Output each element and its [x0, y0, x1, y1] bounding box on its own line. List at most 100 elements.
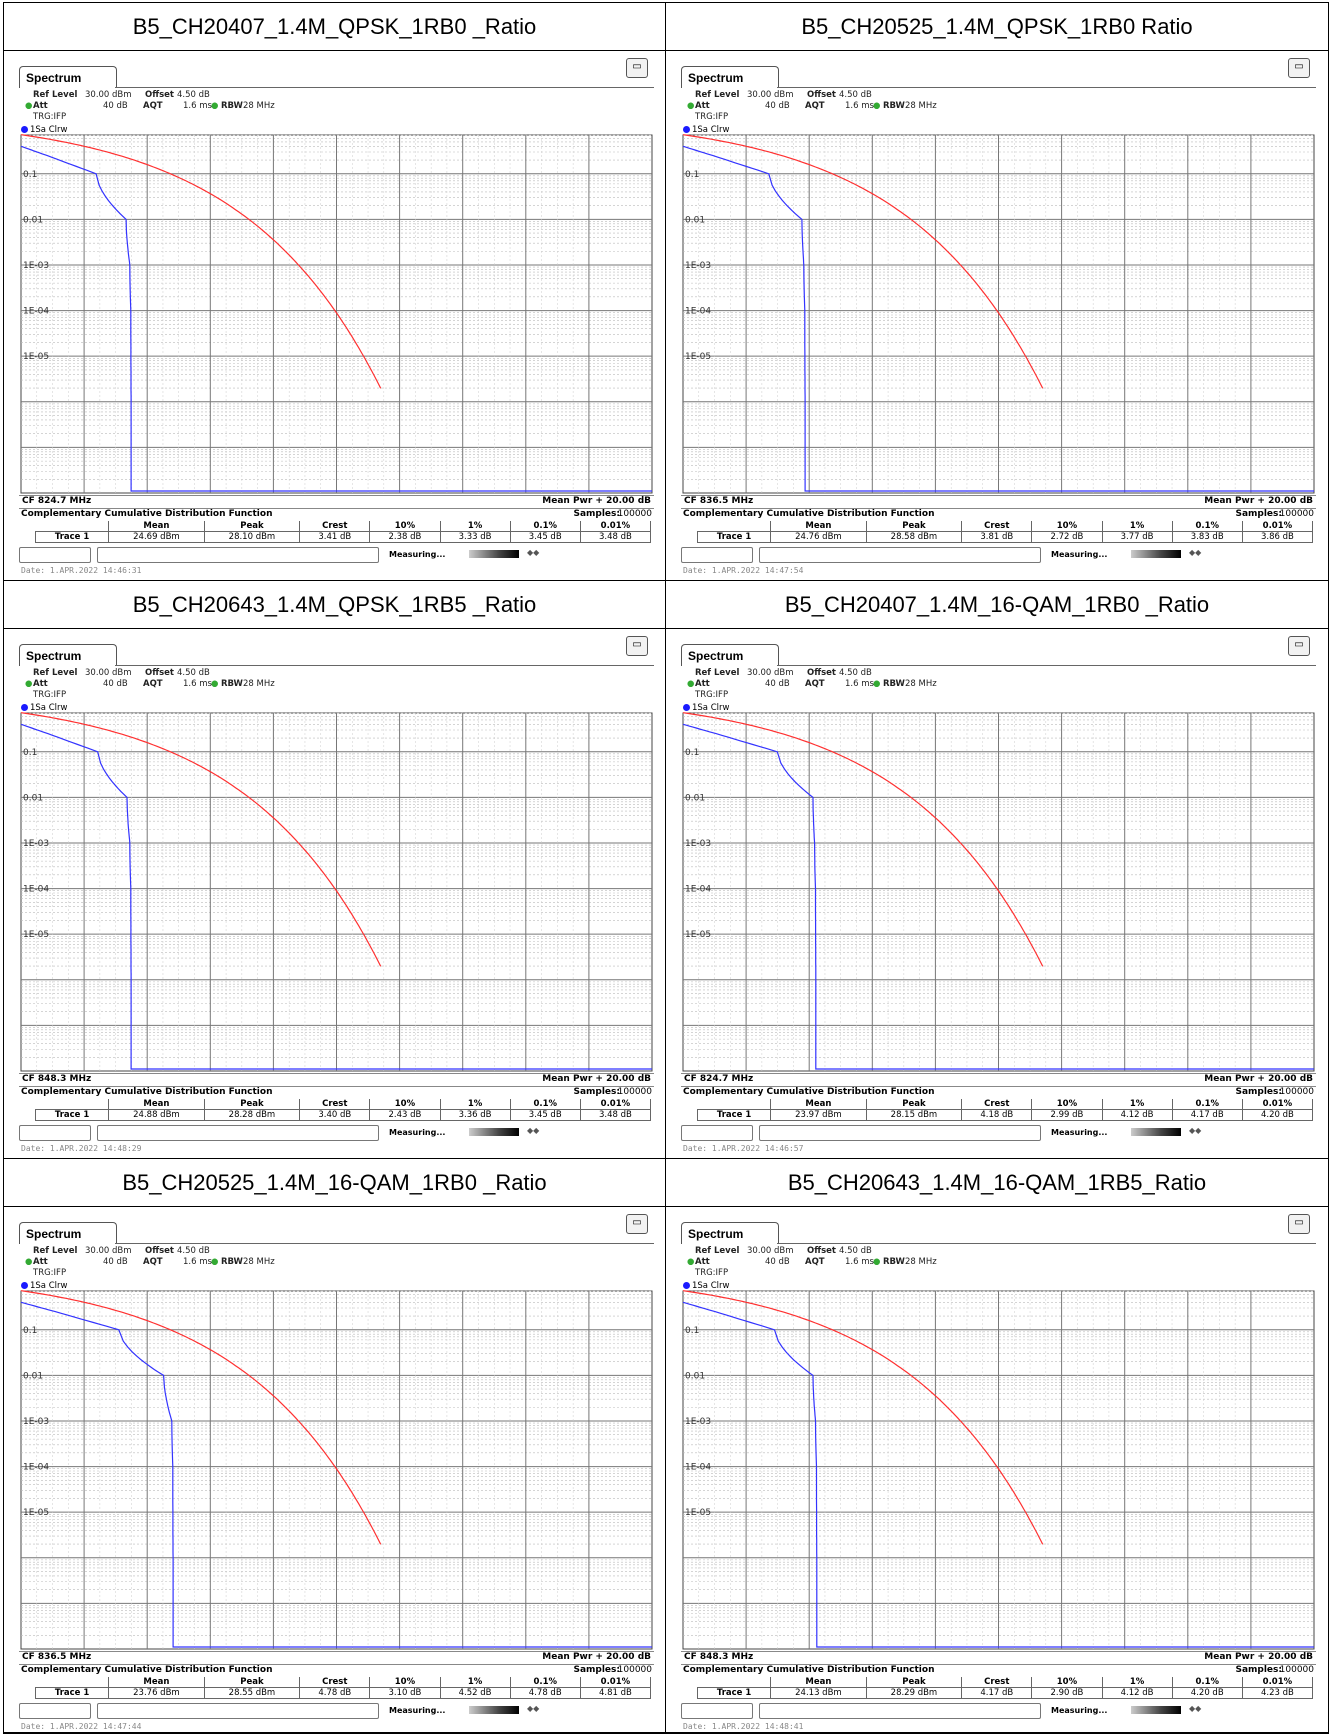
timestamp: Date: 1.APR.2022 14:46:31 — [21, 566, 142, 575]
stats-value: 2.99 dB — [1031, 1109, 1103, 1121]
status-bar: Measuring... ◆◆ — [19, 1125, 654, 1141]
center-frequency: CF 824.7 MHz — [22, 496, 92, 506]
status-bar: Measuring... ◆◆ — [681, 1703, 1316, 1719]
display-config-icon[interactable]: ▭ — [1288, 58, 1310, 78]
status-field — [681, 547, 753, 563]
stats-col-header: 0.1% — [509, 1677, 581, 1688]
reference-gaussian-trace — [682, 712, 1044, 967]
stats-value: 4.12 dB — [1101, 1109, 1173, 1121]
y-tick-label: 1E-04 — [23, 885, 49, 895]
stats-col-header: 0.01% — [579, 1099, 652, 1110]
stats-value: 4.20 dB — [1171, 1687, 1243, 1699]
stats-value: 4.23 dB — [1241, 1687, 1314, 1699]
stats-value: 3.45 dB — [509, 531, 581, 543]
trace-label: 1Sa Clrw — [683, 1281, 729, 1291]
plot-footer: CF 848.3 MHz Mean Pwr + 20.00 dB — [681, 1651, 1316, 1665]
spectrum-tab[interactable]: Spectrum — [19, 66, 117, 88]
ref-status-icon: ◆◆ — [527, 548, 540, 557]
stats-col-header: Peak — [203, 1677, 301, 1688]
stats-col-header: 1% — [439, 1677, 511, 1688]
stats-value: 4.78 dB — [509, 1687, 581, 1699]
status-field — [19, 1703, 91, 1719]
ccdf-stats-table: Mean Peak Crest 10% 1% 0.1% 0.01% Trace 1 24.76… — [696, 521, 1314, 543]
y-tick-label: 1E-03 — [685, 839, 711, 849]
spectrum-tab[interactable]: Spectrum — [19, 1222, 117, 1244]
trace-label: 1Sa Clrw — [21, 1281, 67, 1291]
progress-bar — [469, 1706, 519, 1714]
trace-label: 1Sa Clrw — [683, 703, 729, 713]
stats-value: 2.43 dB — [369, 1109, 441, 1121]
stats-col-header: Mean — [108, 1099, 205, 1110]
spectrum-panel: Spectrum ▭ Ref Level 30.00 dBm Offset 4.… — [681, 1214, 1316, 1731]
stats-value: 2.38 dB — [369, 531, 441, 543]
y-tick-label: 1E-03 — [23, 839, 49, 849]
chart-cell: Spectrum ▭ Ref Level 30.00 dBm Offset 4.… — [666, 1207, 1328, 1733]
stats-col-header: Peak — [865, 1677, 963, 1688]
y-tick-label: 1E-04 — [23, 1463, 49, 1473]
stats-col-header: Peak — [203, 521, 301, 532]
y-tick-label: 0.01 — [23, 1371, 43, 1381]
measured-ccdf-trace — [682, 723, 1314, 1070]
chart-title: B5_CH20407_1.4M_16-QAM_1RB0 _Ratio — [666, 581, 1328, 629]
ccdf-plot: 0.1 0.01 1E-03 1E-04 1E-05 — [20, 712, 653, 1072]
spectrum-tab[interactable]: Spectrum — [681, 1222, 779, 1244]
results-grid: B5_CH20407_1.4M_QPSK_1RB0 _Ratio B5_CH205… — [3, 2, 1329, 1734]
reference-gaussian-trace — [682, 134, 1044, 389]
y-tick-label: 0.01 — [685, 215, 705, 225]
stats-value: 3.48 dB — [579, 1109, 652, 1121]
stats-col-header: Crest — [961, 521, 1033, 532]
trace-label: 1Sa Clrw — [21, 125, 67, 135]
ccdf-stats-table: Mean Peak Crest 10% 1% 0.1% 0.01% Trace 1 23.97… — [696, 1099, 1314, 1121]
ccdf-stats-table: Mean Peak Crest 10% 1% 0.1% 0.01% Trace 1 24.69… — [34, 521, 652, 543]
y-tick-label: 1E-03 — [23, 261, 49, 271]
chart-cell: Spectrum ▭ Ref Level 30.00 dBm Offset 4.… — [4, 629, 666, 1159]
stats-col-header: 10% — [369, 1099, 441, 1110]
y-tick-label: 1E-05 — [23, 352, 49, 362]
y-tick-label: 1E-04 — [685, 307, 711, 317]
chart-cell: Spectrum ▭ Ref Level 30.00 dBm Offset 4.… — [4, 1207, 666, 1733]
spectrum-tab[interactable]: Spectrum — [19, 644, 117, 666]
spectrum-tab[interactable]: Spectrum — [681, 66, 779, 88]
stats-value: 23.97 dBm — [770, 1109, 867, 1121]
reference-gaussian-trace — [20, 134, 382, 389]
stats-col-header: 1% — [1101, 521, 1173, 532]
chart-title: B5_CH20643_1.4M_QPSK_1RB5 _Ratio — [4, 581, 666, 629]
ref-status-icon: ◆◆ — [527, 1126, 540, 1135]
stats-value: 4.52 dB — [439, 1687, 511, 1699]
stats-col-header: 0.01% — [579, 521, 652, 532]
center-frequency: CF 824.7 MHz — [684, 1074, 754, 1084]
ccdf-stats-table: Mean Peak Crest 10% 1% 0.1% 0.01% Trace 1 24.88… — [34, 1099, 652, 1121]
stats-value: 4.17 dB — [961, 1687, 1033, 1699]
stats-col-header: 1% — [439, 1099, 511, 1110]
stats-value: 24.69 dBm — [108, 531, 205, 543]
stats-value: 3.41 dB — [299, 531, 371, 543]
y-tick-label: 0.1 — [23, 748, 37, 758]
y-tick-label: 1E-04 — [685, 1463, 711, 1473]
display-config-icon[interactable]: ▭ — [1288, 1214, 1310, 1234]
stats-col-header: 0.01% — [1241, 521, 1314, 532]
plot-footer: CF 824.7 MHz Mean Pwr + 20.00 dB — [681, 1073, 1316, 1087]
display-config-icon[interactable]: ▭ — [1288, 636, 1310, 656]
message-field — [759, 1125, 1041, 1141]
stats-value: 28.10 dBm — [203, 531, 301, 543]
center-frequency: CF 836.5 MHz — [22, 1652, 92, 1662]
stats-value: 24.88 dBm — [108, 1109, 205, 1121]
stats-value: 4.18 dB — [961, 1109, 1033, 1121]
status-field — [681, 1125, 753, 1141]
spectrum-panel: Spectrum ▭ Ref Level 30.00 dBm Offset 4.… — [19, 1214, 654, 1731]
y-tick-label: 0.1 — [23, 1326, 37, 1336]
spectrum-panel: Spectrum ▭ Ref Level 30.00 dBm Offset 4.… — [19, 636, 654, 1153]
status-field — [19, 547, 91, 563]
display-config-icon[interactable]: ▭ — [626, 58, 648, 78]
display-config-icon[interactable]: ▭ — [626, 1214, 648, 1234]
display-config-icon[interactable]: ▭ — [626, 636, 648, 656]
stats-col-header: 0.1% — [1171, 1677, 1243, 1688]
spectrum-tab[interactable]: Spectrum — [681, 644, 779, 666]
y-tick-label: 0.1 — [23, 170, 37, 180]
y-tick-label: 1E-05 — [685, 930, 711, 940]
chart-cell: Spectrum ▭ Ref Level 30.00 dBm Offset 4.… — [4, 51, 666, 581]
stats-col-header: Peak — [203, 1099, 301, 1110]
y-tick-label: 1E-05 — [685, 1508, 711, 1518]
stats-value: 28.55 dBm — [203, 1687, 301, 1699]
y-tick-label: 1E-05 — [23, 930, 49, 940]
